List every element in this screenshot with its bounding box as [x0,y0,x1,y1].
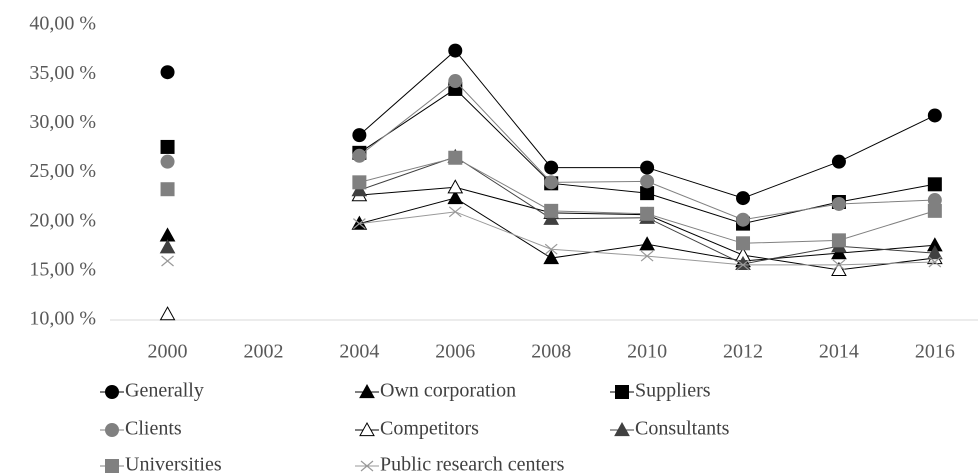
legend-label: Universities [125,454,222,475]
marker [352,218,366,230]
marker [832,259,846,271]
marker [831,196,846,211]
legend-label: Own corporation [380,380,516,402]
x-tick-label: 2008 [531,341,571,363]
marker [640,174,655,189]
marker [640,250,654,262]
marker [927,177,942,192]
legend-marker [359,421,375,437]
x-tick-label: 2010 [627,341,667,363]
legend-marker [614,421,630,437]
legend-label: Clients [125,418,182,440]
marker [448,74,463,89]
marker [736,236,751,251]
marker [927,203,942,218]
x-tick-label: 2004 [339,341,379,363]
marker [543,250,560,265]
x-tick-label: 2000 [148,341,188,363]
marker [543,210,560,225]
marker [352,175,367,190]
marker [159,239,176,254]
marker [928,256,942,268]
marker [831,233,846,248]
legend-label: Consultants [635,418,730,440]
y-tick-label: 35,00 % [29,62,96,84]
legend-label: Generally [125,380,204,402]
marker [736,191,751,206]
marker [159,306,176,321]
x-tick-label: 2006 [435,341,475,363]
marker [736,212,751,227]
legend-label: Public research centers [380,454,565,475]
x-tick-label: 2002 [243,341,283,363]
marker [448,43,463,58]
marker [640,186,655,201]
legend-label: Competitors [380,418,479,440]
marker [544,175,559,190]
marker [448,150,463,165]
x-tick-label: 2014 [819,341,859,363]
legend-marker [360,460,374,472]
y-tick-label: 20,00 % [29,209,96,231]
y-tick-label: 30,00 % [29,111,96,133]
legend-marker [615,385,629,399]
x-tick-label: 2016 [915,341,955,363]
legend-marker [105,423,119,437]
marker [160,154,175,169]
marker [447,179,464,194]
marker [544,243,558,255]
legend-marker [105,385,119,399]
marker [831,245,847,260]
y-tick-label: 10,00 % [29,308,96,330]
marker [448,206,462,218]
marker [351,182,368,197]
marker [352,128,367,143]
y-tick-label: 25,00 % [29,160,96,182]
legend-marker [359,383,375,399]
x-tick-label: 2012 [723,341,763,363]
marker [926,245,943,260]
marker [640,206,655,221]
marker [831,154,846,169]
marker [735,255,751,271]
legend-marker [105,459,119,473]
marker [544,203,559,218]
marker [160,182,175,197]
marker [639,236,655,251]
marker [927,193,942,208]
legend-label: Suppliers [635,380,711,402]
marker [160,139,175,154]
marker [352,148,367,163]
marker [161,255,174,267]
marker [544,160,559,175]
marker [447,190,464,205]
marker [927,108,942,123]
y-tick-label: 40,00 % [29,13,96,35]
marker [159,227,176,242]
marker [640,160,655,175]
marker [736,259,750,271]
marker [160,65,175,80]
marker [831,261,847,276]
y-tick-label: 15,00 % [29,258,96,280]
